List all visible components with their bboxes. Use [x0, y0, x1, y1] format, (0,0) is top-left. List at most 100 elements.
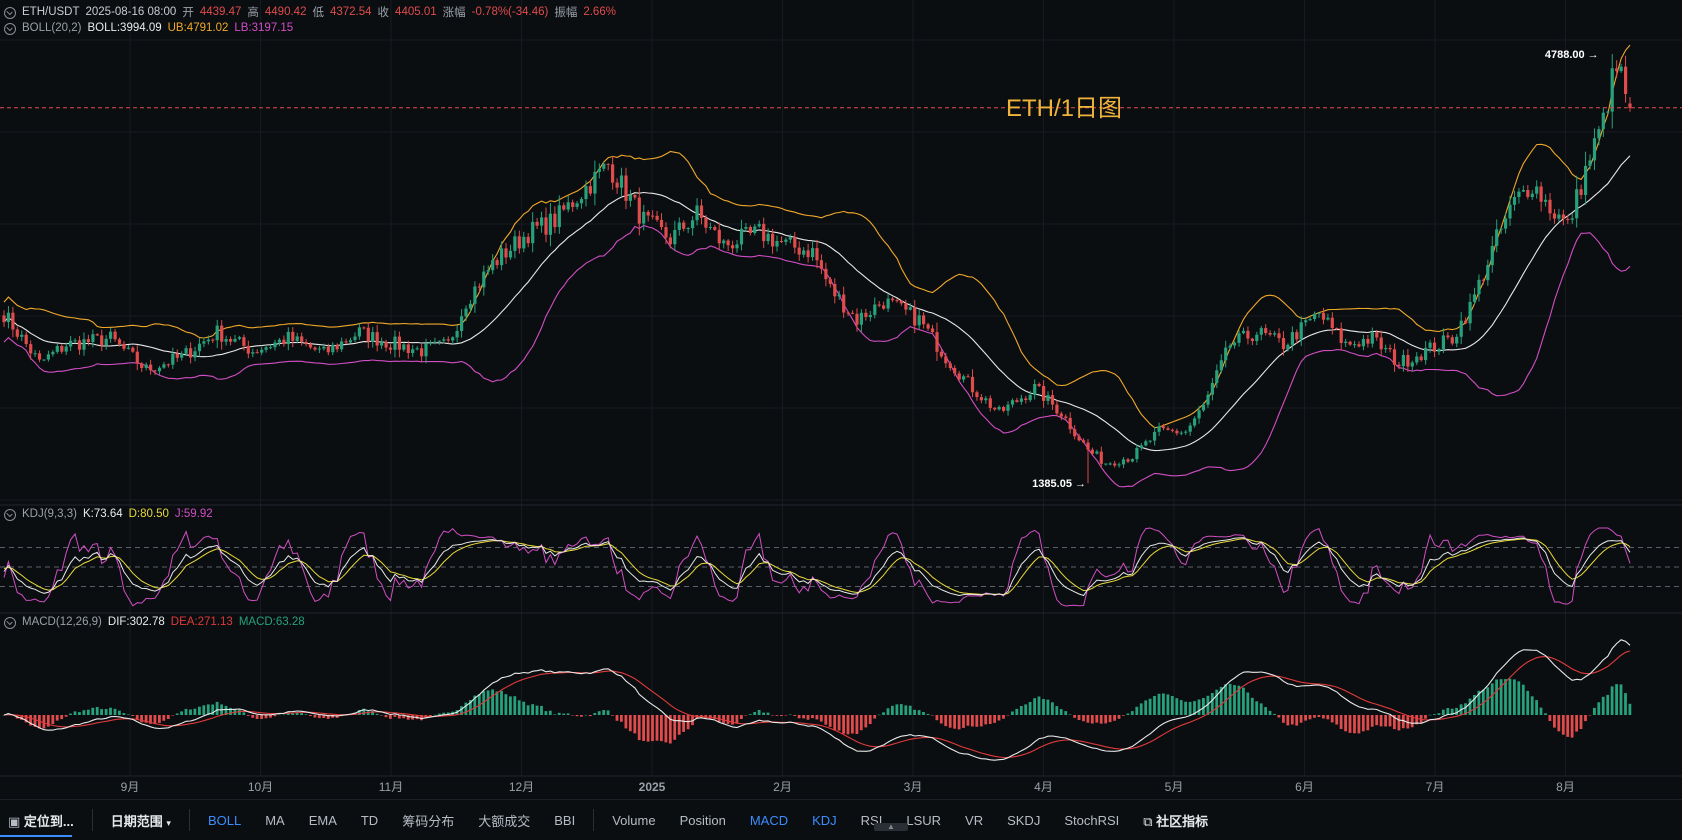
- macd-bar: [584, 714, 588, 716]
- indicator-large-trades[interactable]: 大额成交: [478, 813, 531, 829]
- collapse-icon[interactable]: [4, 23, 16, 35]
- candle-body: [331, 344, 335, 353]
- locate-button[interactable]: ▣ 定位到...: [0, 811, 86, 830]
- candle-body: [246, 345, 250, 354]
- community-indicators-button[interactable]: ⧉ 社区指标: [1131, 811, 1220, 830]
- candle-body: [637, 197, 641, 224]
- candle-body: [926, 324, 930, 329]
- macd-legend: MACD(12,26,9) DIF:302.78 DEA:271.13 MACD…: [4, 616, 305, 629]
- candle-body: [1455, 336, 1459, 344]
- candle-body: [495, 260, 499, 266]
- macd-bar: [566, 713, 570, 715]
- macd-dif-value: DIF:302.78: [107, 616, 165, 628]
- candle-body: [20, 334, 24, 337]
- macd-bar: [122, 713, 126, 715]
- indicator-bbi[interactable]: BBI: [554, 812, 576, 828]
- macd-bar: [1335, 715, 1339, 725]
- macd-bar: [389, 715, 392, 719]
- indicator-stochrsi[interactable]: StochRSI: [1064, 812, 1120, 828]
- macd-bar: [651, 715, 654, 742]
- candle-body: [1490, 246, 1494, 266]
- macd-bar: [615, 715, 619, 721]
- macd-bar: [1126, 713, 1130, 715]
- macd-bar: [602, 710, 606, 715]
- candle-body: [1384, 348, 1388, 350]
- candle-body: [95, 334, 99, 336]
- indicator-ma[interactable]: MA: [265, 812, 285, 828]
- macd-bar: [277, 714, 281, 716]
- macd-bar: [1064, 711, 1068, 715]
- indicator-boll[interactable]: BOLL: [207, 812, 242, 828]
- macd-dif-line: [3, 639, 1631, 761]
- macd-bar: [64, 715, 68, 717]
- candle-body: [411, 349, 415, 353]
- candle-body: [304, 341, 308, 344]
- indicator-ema[interactable]: EMA: [308, 812, 337, 828]
- candle-body: [335, 344, 339, 350]
- indicator-volume[interactable]: Volume: [612, 812, 656, 828]
- macd-bar: [673, 715, 677, 740]
- chart-canvas[interactable]: 4788.00 → 1385.05 → 9月 10月 11月 12月 2025 2月 3月 4月 5…: [0, 0, 1682, 799]
- macd-bar: [406, 715, 410, 720]
- macd-bar: [153, 715, 157, 725]
- candle-body: [677, 222, 681, 230]
- candle-body: [668, 237, 672, 245]
- candle-body: [811, 248, 815, 258]
- indicator-td[interactable]: TD: [360, 812, 379, 828]
- candle-body: [917, 315, 921, 326]
- indicator-vr[interactable]: VR: [965, 812, 984, 828]
- candle-body: [1255, 334, 1259, 341]
- macd-bar: [1446, 708, 1450, 715]
- candle-body: [1486, 265, 1490, 281]
- macd-bar: [1553, 715, 1556, 728]
- macd-bar: [628, 715, 632, 732]
- collapse-icon[interactable]: [4, 7, 16, 19]
- candle-body: [149, 364, 153, 371]
- macd-bar: [1339, 715, 1343, 729]
- macd-bar: [1455, 707, 1458, 715]
- indicator-chip-distribution[interactable]: 筹码分布: [402, 813, 455, 829]
- community-label: 社区指标: [1156, 813, 1209, 829]
- candle-body: [1028, 394, 1032, 401]
- candle-body: [1277, 333, 1281, 339]
- candle-body: [60, 346, 64, 352]
- boll-ub-value: UB:4791.02: [167, 22, 229, 34]
- candle-body: [575, 203, 579, 207]
- macd-bar: [1304, 715, 1307, 721]
- macd-bar: [1295, 715, 1299, 726]
- macd-bar: [1410, 715, 1414, 728]
- high-label: 高: [247, 7, 259, 19]
- date-range-dropdown[interactable]: 日期范围 ▾: [99, 811, 183, 830]
- candle-body: [1215, 370, 1219, 383]
- candle-body: [91, 334, 95, 342]
- indicator-position[interactable]: Position: [679, 812, 726, 828]
- candle-body: [1286, 344, 1290, 350]
- candle-body: [1530, 193, 1534, 197]
- candle-body: [384, 341, 388, 348]
- candle-body: [682, 222, 686, 229]
- candle-body: [819, 260, 823, 269]
- candle-body: [837, 294, 841, 297]
- collapse-icon[interactable]: [4, 617, 16, 629]
- boll-legend: BOLL(20,2) BOLL:3994.09 UB:4791.02 LB:31…: [4, 22, 293, 35]
- macd-bar: [20, 715, 24, 720]
- x-tick-label: 4月: [1034, 780, 1053, 794]
- candle-body: [882, 305, 886, 309]
- indicator-macd[interactable]: MACD: [749, 812, 789, 828]
- low-value: 4372.54: [329, 6, 372, 18]
- indicator-lsur[interactable]: LSUR: [906, 812, 942, 828]
- candle-body: [904, 303, 908, 310]
- external-link-icon: ⧉: [1143, 813, 1153, 829]
- pane-resize-handle[interactable]: ▲: [874, 823, 908, 831]
- candle-body: [571, 202, 575, 207]
- collapse-icon[interactable]: [4, 509, 16, 521]
- macd-bar: [242, 712, 246, 715]
- candle-body: [1606, 111, 1610, 113]
- macd-bar: [300, 713, 303, 715]
- indicator-skdj[interactable]: SKDJ: [1007, 812, 1041, 828]
- candle-body: [855, 313, 859, 325]
- macd-bar: [1139, 703, 1143, 715]
- candle-body: [46, 354, 50, 360]
- indicator-kdj[interactable]: KDJ: [812, 812, 837, 828]
- candle-body: [966, 376, 970, 378]
